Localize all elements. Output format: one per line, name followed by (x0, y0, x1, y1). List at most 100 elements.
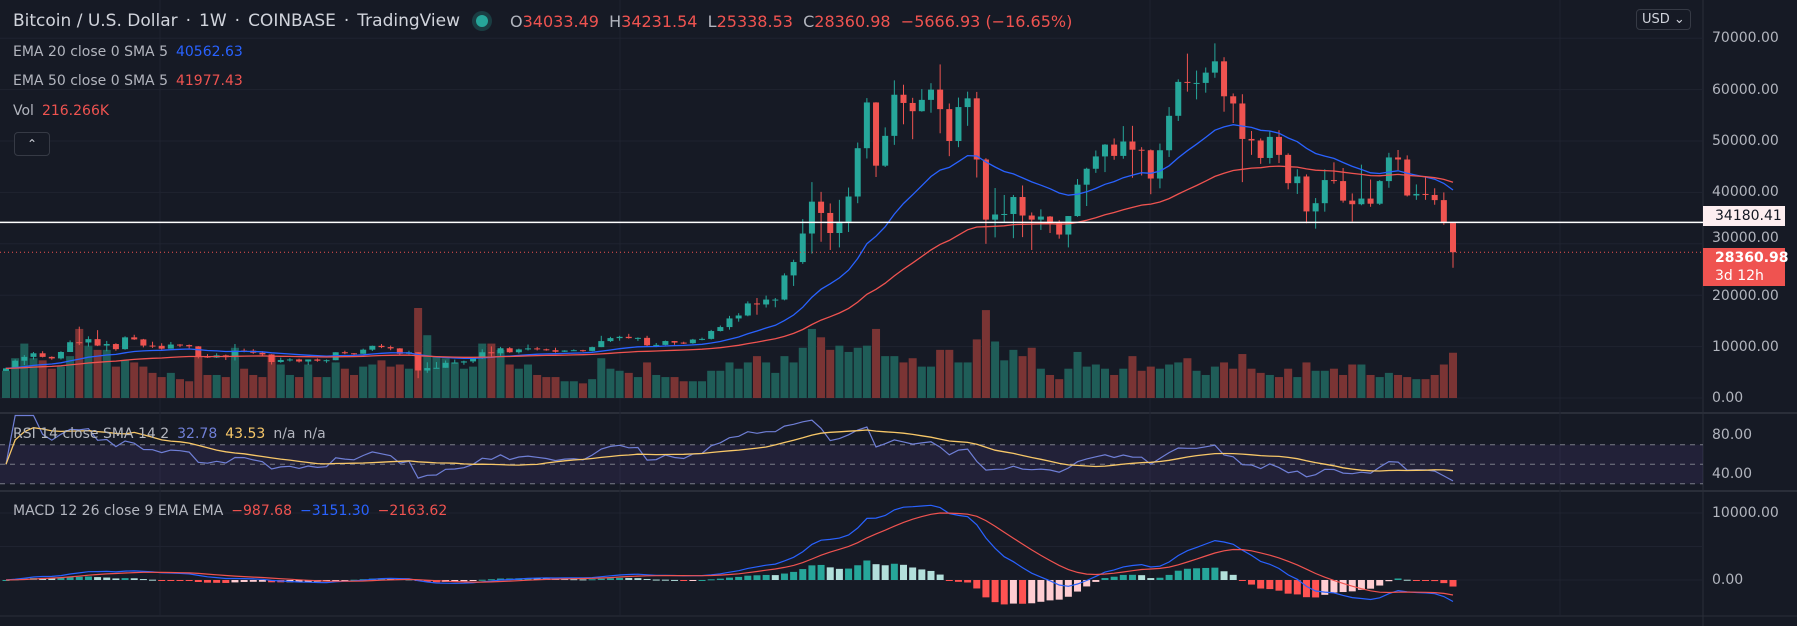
candle (992, 188, 999, 238)
macd-histogram-bar (1321, 580, 1329, 595)
macd-histogram-bar (1422, 580, 1430, 581)
macd-histogram-bar (84, 576, 92, 580)
macd-histogram-bar (258, 580, 266, 582)
candle-body (772, 299, 779, 301)
macd-histogram-bar (799, 569, 807, 580)
volume-bar (93, 349, 102, 398)
volume-bar (459, 368, 468, 398)
candle-body (351, 353, 358, 355)
volume-bar (2, 370, 10, 398)
candle-body (341, 352, 348, 354)
candle-body (396, 348, 403, 354)
volume-bar (890, 356, 899, 398)
volume-bar (1293, 377, 1302, 398)
candle (1330, 162, 1337, 184)
separator: · (234, 11, 241, 31)
candle-body (268, 354, 275, 363)
macd-legend[interactable]: MACD 12 26 close 9 EMA EMA −987.68 −3151… (13, 503, 447, 519)
candle-body (717, 327, 724, 332)
price-tick: 30000.00 (1712, 230, 1779, 246)
volume-bar (1357, 364, 1366, 398)
candle-body (140, 339, 147, 346)
macd-histogram-bar (570, 579, 578, 581)
candle-body (1083, 168, 1090, 185)
price-lines[interactable] (0, 221, 1703, 253)
volume-bar (817, 337, 826, 398)
ema20-line (5, 124, 1454, 370)
candle (1184, 53, 1191, 92)
symbol-legend[interactable]: Bitcoin / U.S. Dollar · 1W · COINBASE · … (13, 11, 1072, 31)
macd-histogram-bar (1394, 578, 1402, 580)
candle-body (1111, 144, 1118, 156)
macd-histogram-bar (48, 578, 56, 580)
high-value: 34231.54 (621, 11, 698, 31)
candle-body (39, 353, 46, 357)
candle-body (112, 344, 119, 350)
price-tick: 50000.00 (1712, 133, 1779, 149)
macd-histogram-bar (707, 579, 715, 581)
candle-body (799, 233, 806, 263)
candle (1028, 212, 1035, 250)
currency-selector[interactable]: USD ⌄ (1636, 9, 1691, 30)
volume-bar (1339, 374, 1348, 398)
volume-bar (578, 383, 587, 398)
candle-body (286, 359, 293, 361)
volume-bar (166, 372, 175, 398)
volume-bar (597, 358, 606, 398)
ema20-legend[interactable]: EMA 20 close 0 SMA 5 40562.63 (13, 44, 243, 60)
volume-bar (762, 362, 771, 398)
candle (955, 97, 962, 148)
volume-bar (1000, 360, 1009, 398)
candle-body (424, 368, 431, 371)
volume-bar (551, 377, 560, 398)
candle (369, 345, 376, 351)
candle-body (1294, 176, 1301, 184)
macd-histogram-bar (744, 575, 752, 580)
candle-body (442, 362, 449, 368)
candle-body (579, 350, 586, 352)
ema50-legend[interactable]: EMA 50 close 0 SMA 5 41977.43 (13, 73, 243, 89)
volume-bar (469, 366, 478, 398)
candle (1340, 167, 1347, 203)
rsi-pane (0, 414, 1703, 485)
ohlc-values: O34033.49 H34231.54 L25338.53 C28360.98 … (510, 12, 1072, 31)
volume-bar (1384, 372, 1393, 398)
volume-bar (981, 310, 990, 398)
volume-bar (743, 362, 752, 398)
macd-histogram-bar (222, 580, 230, 583)
candle-body (515, 349, 522, 353)
candle (1450, 222, 1456, 268)
volume-bar (533, 374, 542, 398)
collapse-legend-button[interactable]: ⌃ (14, 132, 50, 156)
candle (1037, 209, 1044, 230)
macd-histogram-bar (497, 578, 505, 580)
candle (671, 340, 678, 345)
candle-body (1101, 144, 1108, 157)
volume-bar (1256, 372, 1265, 398)
candle (946, 103, 953, 157)
candle-body (94, 339, 101, 346)
volume-bar (542, 377, 551, 398)
volume-legend[interactable]: Vol 216.266K (13, 103, 109, 119)
rsi-legend[interactable]: RSI 14 close SMA 14 2 32.78 43.53 n/a n/… (13, 426, 326, 442)
market-status-icon (476, 15, 488, 27)
macd-histogram-bar (1257, 580, 1265, 589)
ema-lines (5, 124, 1454, 370)
volume-bar (524, 364, 533, 398)
candle (1303, 174, 1310, 224)
volume-bar (752, 356, 761, 398)
macd-histogram-bar (1211, 567, 1219, 580)
candle (689, 338, 696, 344)
candle (1395, 149, 1402, 171)
macd-histogram-bar (945, 580, 953, 581)
volume-bar (1449, 352, 1457, 398)
candle-body (231, 350, 238, 358)
volume-bar (66, 356, 75, 398)
macd-histogram-bar (753, 575, 761, 580)
candle-body (1257, 140, 1264, 158)
price-tick: 10000.00 (1712, 339, 1779, 355)
macd-histogram-bar (387, 578, 395, 580)
macd-histogram-bar (478, 579, 486, 581)
macd-histogram-bar (652, 579, 660, 581)
